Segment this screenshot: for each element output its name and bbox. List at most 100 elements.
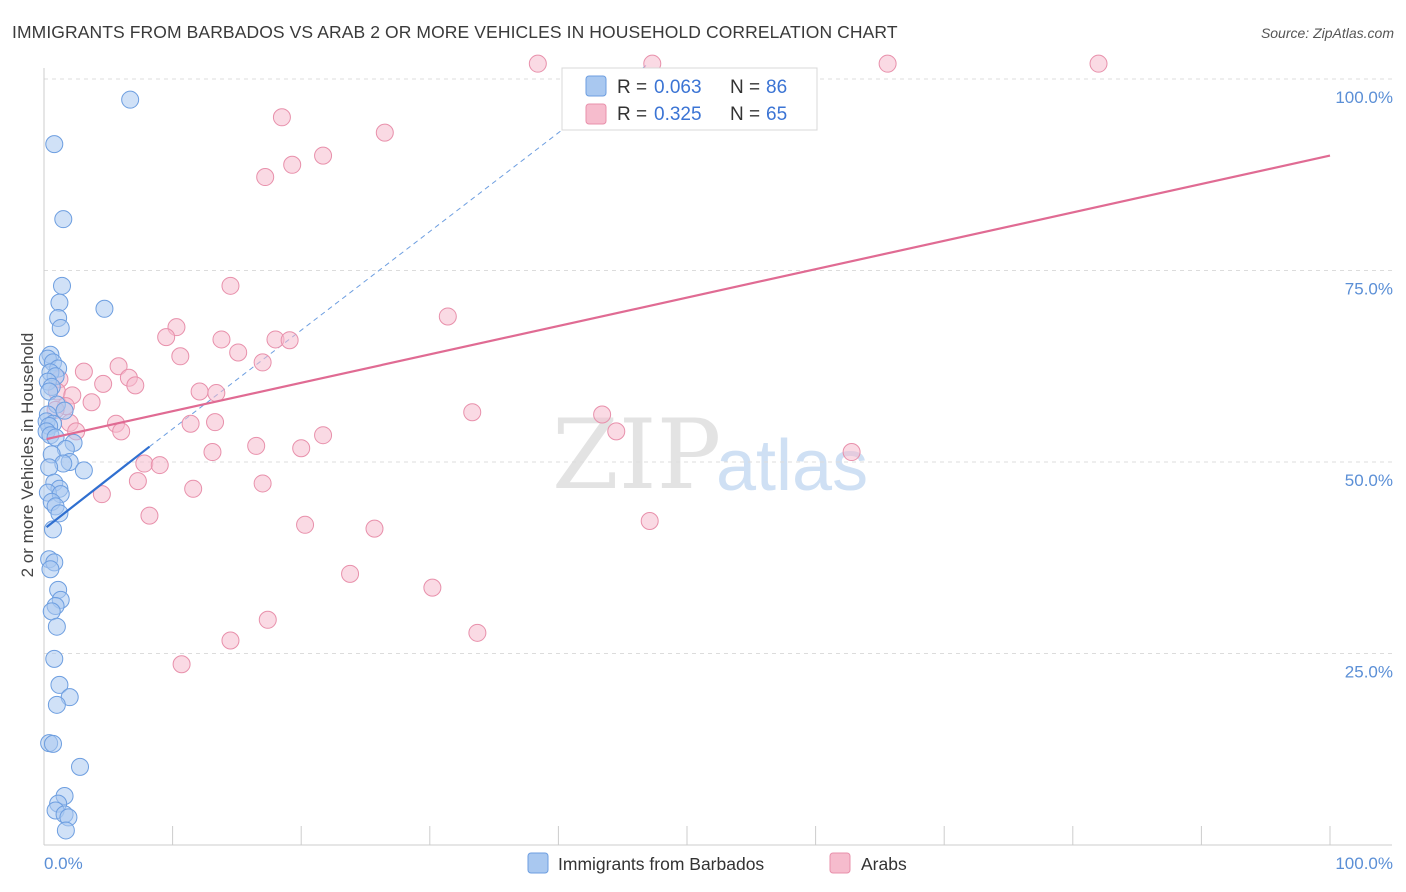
barbados-point-54	[44, 734, 63, 753]
legend-label-arabs: Arabs	[861, 854, 907, 874]
arabs-point-27	[207, 384, 226, 403]
y-tick-label-3: 100.0%	[1335, 88, 1393, 107]
barbados-point-61	[56, 821, 75, 840]
x-tick-label-max: 100.0%	[1335, 854, 1393, 873]
arabs-point-16	[280, 331, 299, 350]
y-tick-label-0: 25.0%	[1345, 663, 1393, 682]
arabs-point-49	[253, 474, 272, 493]
stats-r-label-1: R =	[617, 77, 647, 98]
barbados-points	[37, 90, 140, 840]
arabs-points	[46, 54, 1108, 674]
arabs-point-11	[157, 328, 176, 347]
arabs-point-48	[128, 472, 147, 491]
watermark-zip: ZIP	[552, 399, 721, 511]
arabs-point-56	[341, 564, 360, 583]
y-tick-label-2: 75.0%	[1345, 280, 1393, 299]
barbados-point-5	[95, 299, 114, 318]
gridlines	[44, 78, 1392, 654]
arabs-point-9	[221, 276, 240, 295]
y-tick-label-1: 50.0%	[1345, 471, 1393, 490]
x-tick-label-min: 0.0%	[44, 854, 83, 873]
barbados-trend-line	[45, 445, 151, 528]
barbados-point-0	[121, 90, 140, 109]
arabs-point-6	[314, 146, 333, 165]
stats-n-label-1: N =	[730, 77, 760, 98]
arabs-point-0	[528, 54, 547, 73]
arabs-point-51	[92, 485, 111, 504]
arabs-point-20	[74, 362, 93, 381]
arabs-point-45	[842, 443, 861, 462]
arabs-point-7	[283, 155, 302, 174]
arabs-point-32	[463, 403, 482, 422]
barbados-point-39	[50, 504, 69, 523]
barbados-point-43	[41, 560, 60, 579]
arabs-point-61	[172, 655, 191, 674]
arabs-point-23	[94, 374, 113, 393]
arabs-point-58	[258, 610, 277, 629]
arabs-point-60	[221, 631, 240, 650]
barbados-point-32	[74, 461, 93, 480]
arabs-trend-line	[46, 154, 1331, 441]
arabs-point-4	[272, 108, 291, 127]
arabs-point-14	[229, 343, 248, 362]
stats-swatch-pink	[585, 103, 607, 125]
arabs-point-3	[1089, 54, 1108, 73]
chart-title: IMMIGRANTS FROM BARBADOS VS ARAB 2 OR MO…	[12, 22, 898, 42]
arabs-point-40	[607, 422, 626, 441]
arabs-point-50	[184, 479, 203, 498]
stats-swatch-blue	[585, 75, 607, 97]
arabs-point-55	[640, 511, 659, 530]
barbados-point-49	[45, 649, 64, 668]
arabs-point-46	[135, 454, 154, 473]
barbados-point-47	[42, 602, 61, 621]
arabs-point-37	[181, 414, 200, 433]
arabs-point-53	[296, 515, 315, 534]
legend-label-barbados: Immigrants from Barbados	[558, 854, 764, 874]
arabs-point-33	[593, 405, 612, 424]
stats-n-value-2: 65	[766, 104, 787, 125]
arabs-point-38	[112, 422, 131, 441]
stats-legend: R = 0.063 N = 86 R = 0.325 N = 65	[561, 67, 818, 131]
arabs-point-34	[206, 413, 225, 432]
stats-n-label-2: N =	[730, 104, 760, 125]
barbados-point-2	[54, 210, 73, 229]
arabs-point-44	[203, 443, 222, 462]
arabs-point-26	[190, 382, 209, 401]
barbados-point-50	[50, 675, 69, 694]
barbados-point-52	[47, 695, 66, 714]
arabs-point-41	[314, 426, 333, 445]
arabs-point-42	[247, 436, 266, 455]
arabs-point-29	[82, 393, 101, 412]
source-label: Source: ZipAtlas.com	[1260, 25, 1394, 41]
arabs-point-12	[438, 307, 457, 326]
watermark-atlas: atlas	[716, 426, 868, 506]
stats-r-value-1: 0.063	[654, 77, 702, 98]
x-ticks	[43, 826, 1331, 845]
arabs-point-57	[423, 578, 442, 597]
legend-swatch-barbados	[527, 852, 549, 874]
arabs-point-47	[150, 456, 169, 475]
barbados-point-3	[53, 276, 72, 295]
y-tick-labels: 25.0% 50.0% 75.0% 100.0%	[1335, 88, 1393, 682]
arabs-point-8	[256, 168, 275, 187]
arabs-point-5	[375, 123, 394, 142]
barbados-point-1	[45, 135, 64, 154]
stats-n-value-1: 86	[766, 77, 787, 98]
barbados-point-55	[71, 757, 90, 776]
arabs-point-54	[365, 519, 384, 538]
bottom-legend: Immigrants from Barbados Arabs	[527, 852, 907, 874]
arabs-point-2	[878, 54, 897, 73]
barbados-point-48	[47, 617, 66, 636]
stats-r-value-2: 0.325	[654, 104, 702, 125]
arabs-point-19	[109, 357, 128, 376]
y-axis-label: 2 or more Vehicles in Household	[18, 333, 37, 578]
barbados-point-18	[55, 401, 74, 420]
arabs-point-59	[468, 623, 487, 642]
barbados-point-4	[50, 293, 69, 312]
stats-r-label-2: R =	[617, 104, 647, 125]
legend-swatch-arabs	[829, 852, 851, 874]
trend-lines	[45, 154, 1331, 528]
arabs-point-43	[292, 439, 311, 458]
arabs-point-52	[140, 506, 159, 525]
barbados-point-31	[40, 458, 59, 477]
